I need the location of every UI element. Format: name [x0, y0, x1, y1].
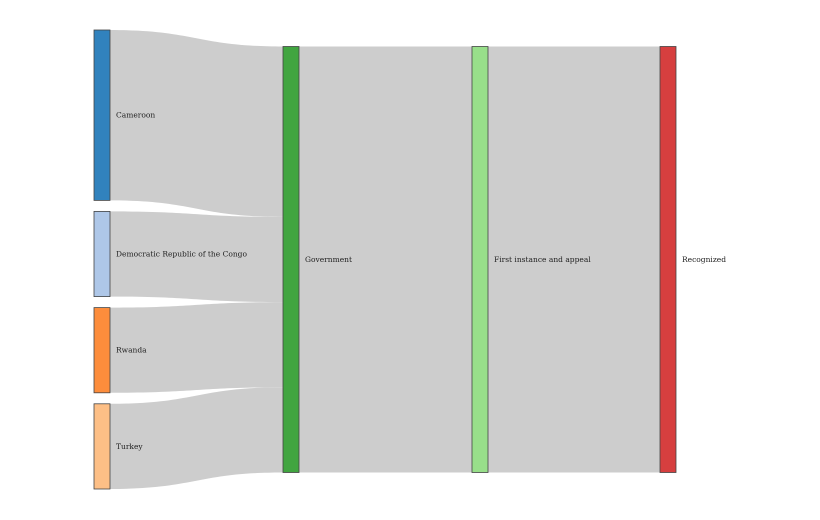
link-turkey-to-government [110, 387, 283, 489]
link-cameroon-to-government [110, 30, 283, 217]
nodes-layer [93, 29, 677, 490]
node-label-rwanda: Rwanda [116, 346, 147, 355]
node-cameroon [93, 29, 111, 201]
node-turkey [93, 403, 111, 490]
node-label-turkey: Turkey [116, 442, 143, 451]
node-first-instance-and-appeal [471, 46, 489, 473]
node-democratic-republic-of-the-congo [93, 210, 111, 297]
node-recognized [659, 46, 677, 473]
labels-layer: Cameroon Democratic Republic of the Congo… [116, 111, 726, 451]
link-government-to-first-instance-and-appeal [299, 46, 472, 473]
link-rwanda-to-government [110, 302, 283, 393]
node-label-recognized: Recognized [682, 255, 726, 264]
node-label-first-instance-and-appeal: First instance and appeal [494, 255, 591, 264]
link-first-instance-and-appeal-to-recognized [488, 46, 660, 473]
node-rwanda [93, 307, 111, 394]
node-label-cameroon: Cameroon [116, 111, 155, 120]
node-government [282, 46, 300, 473]
links-layer [110, 30, 660, 489]
link-democratic-republic-of-the-congo-to-government [110, 211, 283, 303]
node-label-government: Government [305, 255, 352, 264]
node-label-democratic-republic-of-the-congo: Democratic Republic of the Congo [116, 250, 247, 259]
